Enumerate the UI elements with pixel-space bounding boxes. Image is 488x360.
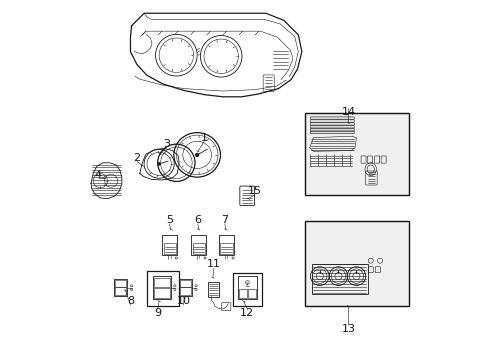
Text: 9: 9 — [154, 309, 161, 318]
Bar — [192, 243, 204, 254]
Bar — [233, 273, 262, 306]
Bar — [180, 280, 190, 287]
FancyBboxPatch shape — [310, 123, 353, 125]
Text: 5: 5 — [165, 215, 172, 225]
Bar — [154, 288, 169, 298]
Bar — [154, 278, 169, 287]
Bar — [239, 289, 246, 298]
Bar — [163, 243, 176, 254]
Bar — [219, 235, 234, 255]
FancyBboxPatch shape — [310, 126, 353, 128]
Bar — [179, 279, 191, 296]
Bar — [304, 221, 408, 306]
FancyBboxPatch shape — [310, 129, 353, 131]
Text: 8: 8 — [127, 296, 134, 306]
Text: 4: 4 — [95, 170, 102, 180]
Bar — [115, 280, 126, 287]
Text: 13: 13 — [341, 324, 355, 334]
Text: 2: 2 — [133, 153, 140, 163]
Bar — [153, 276, 170, 299]
Bar — [162, 235, 177, 255]
Text: 15: 15 — [247, 186, 261, 197]
Bar — [220, 243, 232, 254]
Bar — [248, 289, 256, 298]
Text: 12: 12 — [240, 309, 254, 318]
Bar — [207, 282, 219, 297]
Bar — [311, 264, 367, 294]
Text: 10: 10 — [176, 296, 190, 306]
Bar — [191, 235, 206, 255]
Bar — [115, 287, 126, 295]
Text: 3: 3 — [163, 139, 169, 149]
Bar — [237, 276, 257, 299]
Text: 11: 11 — [206, 259, 221, 269]
Text: 6: 6 — [194, 215, 201, 225]
FancyBboxPatch shape — [310, 131, 353, 134]
Bar — [147, 271, 178, 306]
Bar — [304, 113, 408, 195]
Text: 1: 1 — [201, 133, 207, 143]
Bar — [304, 221, 408, 306]
Bar — [180, 287, 190, 295]
Circle shape — [158, 163, 160, 165]
Text: 14: 14 — [341, 107, 355, 117]
Circle shape — [195, 153, 198, 156]
Text: 7: 7 — [221, 215, 228, 225]
Bar — [114, 279, 127, 296]
FancyBboxPatch shape — [310, 117, 353, 120]
FancyBboxPatch shape — [310, 120, 353, 122]
Bar — [304, 113, 408, 195]
